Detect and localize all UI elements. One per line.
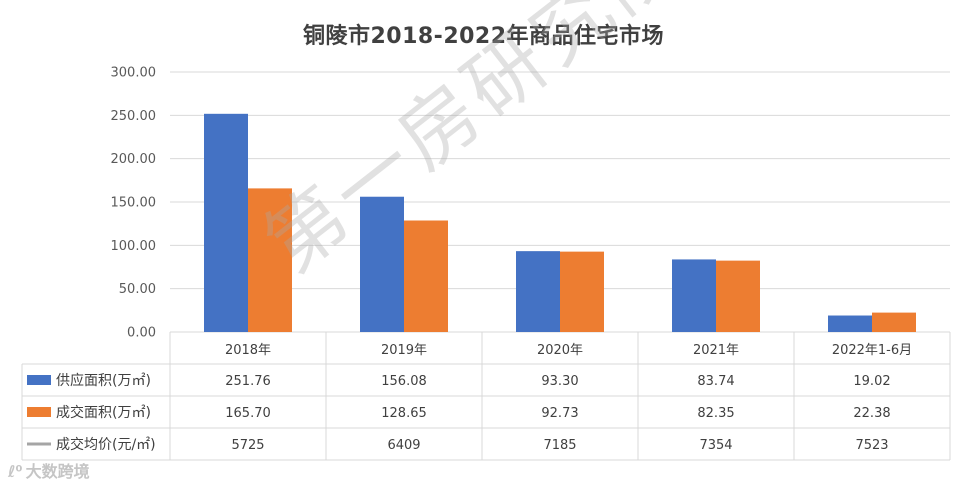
x-category-label: 2020年 xyxy=(537,343,583,358)
table-cell-value: 165.70 xyxy=(225,406,271,421)
bar-deal xyxy=(872,312,916,332)
legend-label: 成交面积(万㎡) xyxy=(56,404,151,421)
bar-supply xyxy=(516,251,560,332)
bar-deal xyxy=(716,260,760,332)
bar-deal xyxy=(560,251,604,332)
table-cell-value: 22.38 xyxy=(853,406,890,421)
y-tick-label: 100.00 xyxy=(111,239,157,254)
table-cell-value: 93.30 xyxy=(541,374,578,389)
y-tick-label: 250.00 xyxy=(111,109,157,124)
legend-key-box xyxy=(27,407,51,417)
table-cell-value: 19.02 xyxy=(853,374,890,389)
legend-key-box xyxy=(27,375,51,385)
weibo-icon: ℓ⁰ xyxy=(8,462,23,481)
y-tick-label: 150.00 xyxy=(111,196,157,211)
y-tick-label: 300.00 xyxy=(111,66,157,81)
legend-label: 成交均价(元/㎡) xyxy=(56,436,156,453)
x-category-label: 2018年 xyxy=(225,343,271,358)
y-tick-label: 50.00 xyxy=(119,282,156,297)
table-cell-value: 92.73 xyxy=(541,406,578,421)
bar-supply xyxy=(360,196,404,332)
table-cell-value: 7354 xyxy=(699,438,732,453)
table-cell-value: 82.35 xyxy=(697,406,734,421)
table-cell-value: 251.76 xyxy=(225,374,271,389)
brand-label: 大数跨境 xyxy=(25,462,90,481)
table-cell-value: 83.74 xyxy=(697,374,734,389)
bar-supply xyxy=(204,113,248,332)
table-cell-value: 156.08 xyxy=(381,374,427,389)
table-cell-value: 7185 xyxy=(543,438,576,453)
x-category-label: 2022年1-6月 xyxy=(832,343,912,358)
bar-supply xyxy=(828,315,872,332)
bar-supply xyxy=(672,259,716,332)
table-cell-value: 5725 xyxy=(231,438,264,453)
brand-logo: ℓ⁰ 大数跨境 xyxy=(8,458,90,482)
table-cell-value: 6409 xyxy=(387,438,420,453)
y-tick-label: 0.00 xyxy=(127,326,156,341)
table-cell-value: 128.65 xyxy=(381,406,427,421)
x-category-label: 2021年 xyxy=(693,343,739,358)
y-tick-label: 200.00 xyxy=(111,152,157,167)
bar-deal xyxy=(404,220,448,332)
bar-deal xyxy=(248,188,292,332)
table-cell-value: 7523 xyxy=(855,438,888,453)
legend-label: 供应面积(万㎡) xyxy=(56,372,151,389)
x-category-label: 2019年 xyxy=(381,343,427,358)
chart-title: 铜陵市2018-2022年商品住宅市场 xyxy=(302,24,665,49)
